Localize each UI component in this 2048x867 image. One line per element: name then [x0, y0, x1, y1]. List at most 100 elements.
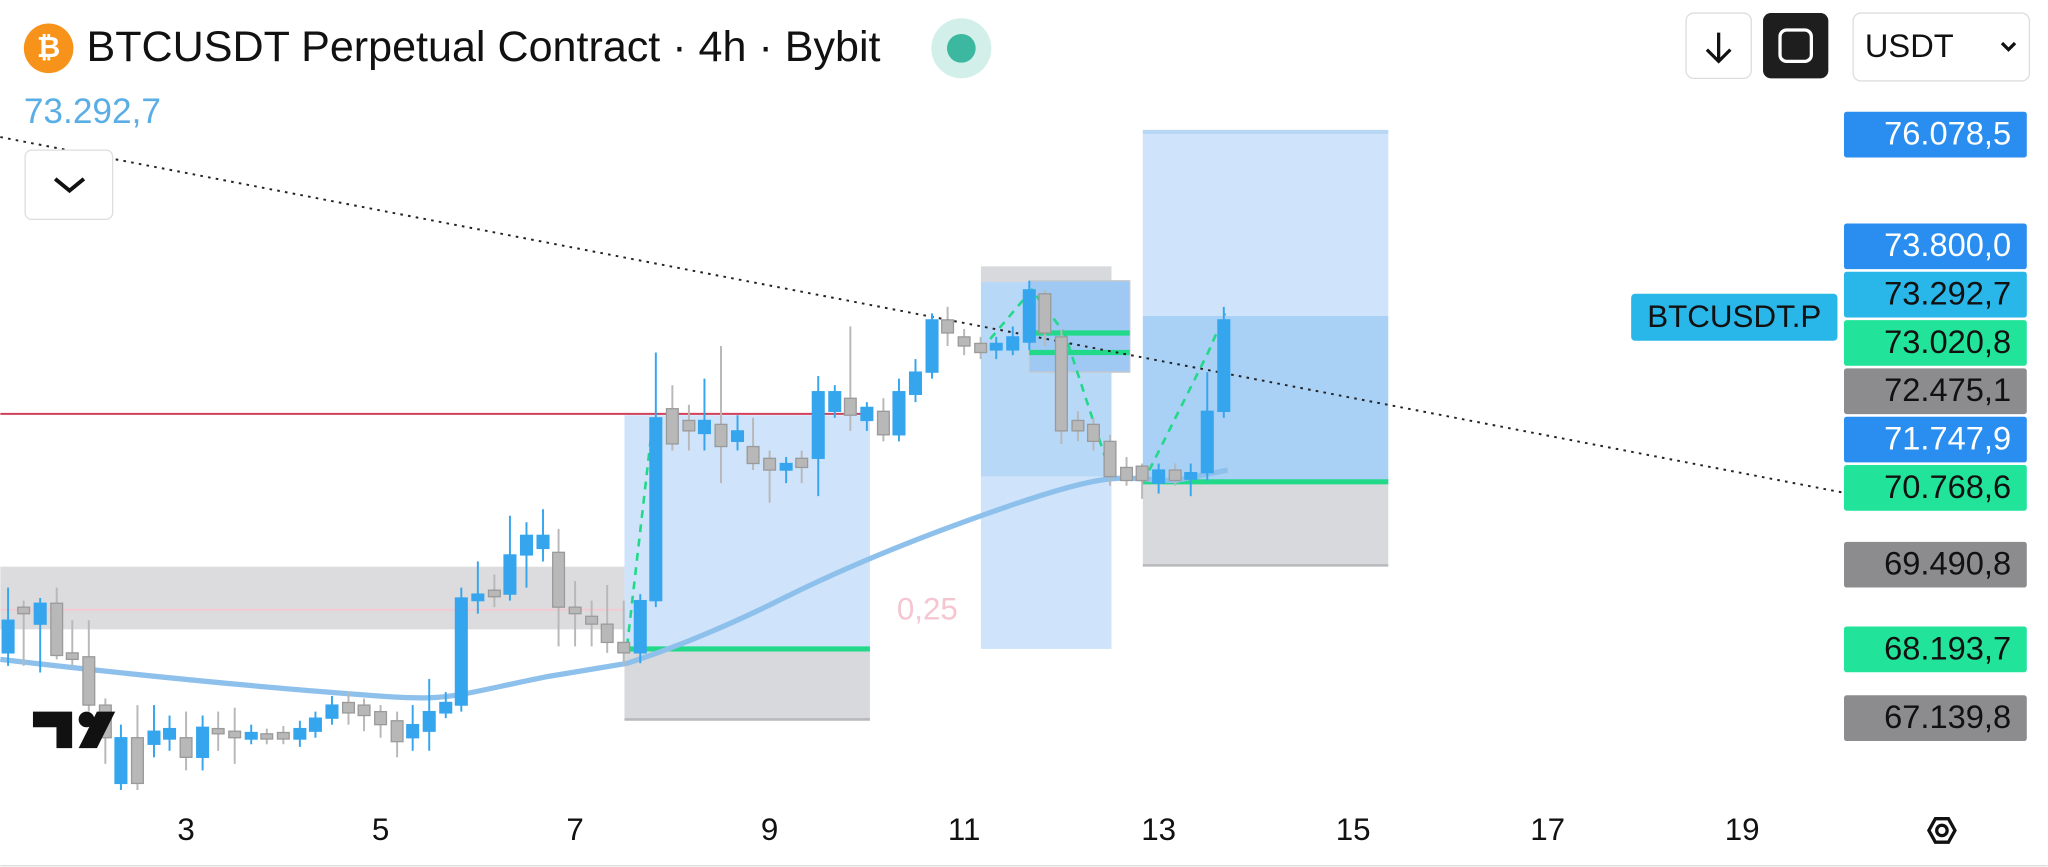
- price-label-box: [1843, 416, 2027, 463]
- x-tick-label: 3: [177, 812, 194, 847]
- candle-body: [487, 589, 501, 598]
- candle-body: [714, 423, 728, 448]
- status-dot-inner: [946, 33, 976, 63]
- candle-body: [114, 737, 128, 785]
- candle-body: [293, 727, 307, 740]
- collapse-button[interactable]: [24, 149, 114, 221]
- candle-body: [957, 336, 971, 347]
- candle-body: [228, 730, 242, 739]
- title: BTCUSDT Perpetual Contract · 4h · Bybit: [86, 23, 880, 71]
- candle-body: [65, 652, 79, 661]
- candle-body: [196, 726, 210, 758]
- candle-body: [422, 710, 436, 732]
- candle-body: [163, 727, 177, 740]
- candle-body: [33, 602, 47, 625]
- candle-body: [341, 701, 356, 714]
- candle-body: [211, 727, 225, 735]
- candle-body: [908, 371, 923, 395]
- candle-body: [406, 724, 420, 739]
- candle-body: [876, 410, 890, 436]
- candle-body: [50, 602, 64, 657]
- x-axis: 3 5 7 9 11 13 15 17 19: [177, 812, 1759, 847]
- stop-zone: [1142, 481, 1389, 566]
- stop-zone: [980, 266, 1112, 283]
- last-price: 73.292,7: [24, 92, 161, 131]
- candle-body: [585, 615, 599, 625]
- arrow-icon: [1705, 32, 1732, 64]
- candle-body: [730, 430, 745, 442]
- candle-body: [828, 391, 842, 412]
- candle-body: [1168, 469, 1182, 482]
- chevron-icon: [2000, 41, 2017, 52]
- price-label: 70.768,6: [1884, 468, 2011, 505]
- candle-body: [82, 656, 96, 706]
- x-tick-label: 7: [566, 812, 583, 847]
- candle-body: [633, 599, 647, 654]
- candle-body: [179, 737, 193, 758]
- candle-body: [308, 717, 322, 732]
- candle-body: [1200, 410, 1214, 474]
- target-zone: [1142, 131, 1389, 316]
- price-label-box: [1843, 541, 2027, 588]
- price-label: 76.078,5: [1884, 115, 2011, 152]
- x-tick-label: 15: [1336, 812, 1371, 847]
- price-label: 73.292,7: [1884, 275, 2011, 312]
- price-label-box: [1843, 464, 2027, 511]
- annotation: 0,25: [897, 591, 958, 626]
- candle-body: [665, 408, 679, 445]
- price-label: 71.747,9: [1884, 419, 2011, 456]
- coin-symbol: ₿: [37, 32, 60, 64]
- candle-body: [390, 720, 404, 743]
- price-label: 73.800,0: [1884, 226, 2011, 263]
- candle-body: [276, 731, 290, 740]
- x-tick-label: 13: [1141, 812, 1176, 847]
- candle-body: [649, 417, 663, 602]
- candle-body: [989, 342, 1003, 351]
- candle-body: [925, 319, 939, 373]
- settings-button[interactable]: [1926, 817, 1957, 844]
- candle-body: [1086, 423, 1101, 442]
- price-label-box: [1843, 320, 2027, 366]
- candle-body: [682, 419, 696, 432]
- candle-body: [439, 701, 453, 714]
- currency: USDT: [1865, 27, 1954, 64]
- candle-body: [519, 534, 534, 556]
- candle-body: [244, 731, 258, 740]
- candle-body: [795, 457, 809, 469]
- candle-body: [1152, 469, 1166, 484]
- price-label: 73.020,8: [1884, 323, 2011, 360]
- trend-line: [0, 136, 1842, 494]
- candle-body: [260, 733, 274, 740]
- candle-body: [697, 419, 711, 435]
- fullscreen-icon: [1778, 28, 1813, 64]
- candle-body: [568, 606, 582, 615]
- price-label: 69.490,8: [1884, 545, 2011, 582]
- candle-body: [763, 457, 777, 471]
- stop-zone: [624, 650, 870, 720]
- candle-body: [357, 704, 371, 717]
- candle-body: [1217, 319, 1231, 412]
- candle-body: [617, 641, 631, 654]
- candle-body: [325, 704, 339, 719]
- candle-body: [130, 737, 144, 785]
- range-box: [0, 566, 625, 630]
- price-label-box: [1843, 223, 2027, 270]
- candle-body: [1006, 336, 1020, 351]
- fullscreen-button[interactable]: [1763, 13, 1829, 79]
- price-label: 67.139,8: [1884, 698, 2011, 735]
- candle-body: [17, 606, 31, 615]
- currency-select[interactable]: [1852, 12, 2031, 82]
- candle-body: [600, 623, 614, 644]
- candle-body: [454, 597, 468, 706]
- candle-body: [811, 391, 825, 459]
- candle-body: [860, 406, 874, 422]
- price-label: 72.475,1: [1884, 371, 2011, 408]
- price-label-box: [1843, 271, 2027, 318]
- candle-body: [1022, 289, 1036, 343]
- price-scale: 76.078,5 73.800,0 73.292,7 73.020,8 72.475,1…: [1843, 111, 2027, 742]
- price-label-box: [1843, 626, 2027, 673]
- candle-body: [1, 619, 15, 654]
- candle-body: [147, 730, 161, 745]
